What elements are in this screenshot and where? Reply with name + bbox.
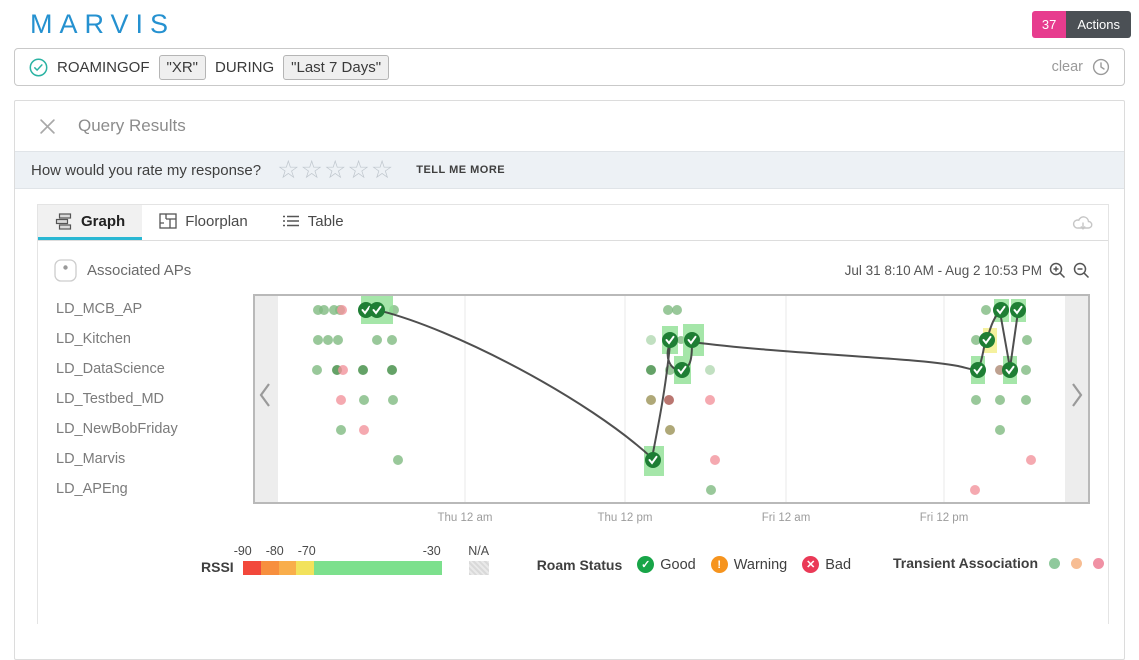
rating-row: How would you rate my response? ☆ ☆ ☆ ☆ ☆ TE… (15, 151, 1124, 189)
roam-status-bad-icon: ✕ (802, 556, 820, 573)
rssi-bar-segment (260, 561, 279, 575)
tab-floorplan-label: Floorplan (185, 212, 248, 230)
transient-association-dot (1049, 557, 1060, 569)
tab-graph-label: Graph (81, 212, 126, 230)
transient-association-label: Transient Association (893, 555, 1038, 571)
roam-status-item-label: Good (660, 556, 696, 573)
pan-right-chevron[interactable] (1066, 372, 1088, 418)
roam-status-good-icon: ✓ (637, 556, 655, 573)
ap-axis-label: LD_Testbed_MD (56, 391, 164, 407)
tab-strip: Graph Floorplan Table (38, 205, 1108, 241)
time-range-label: Jul 31 8:10 AM - Aug 2 10:53 PM (844, 263, 1042, 278)
rssi-tick-label: -70 (297, 544, 316, 558)
rssi-na-label: N/A (468, 544, 490, 558)
roam-status-warning-icon: ! (710, 556, 728, 573)
ap-axis-label: LD_DataScience (56, 361, 165, 377)
time-tick-label: Fri 12 pm (919, 512, 969, 524)
ap-axis-label: LD_Marvis (56, 451, 126, 467)
history-clock-icon[interactable] (1092, 58, 1110, 76)
clear-query-button[interactable]: clear (1051, 59, 1083, 75)
zoom-out-icon[interactable] (1073, 262, 1090, 279)
query-keyword: ROAMINGOF (57, 58, 150, 76)
query-valid-icon (29, 58, 48, 77)
tab-table-label: Table (307, 212, 344, 230)
query-connector: DURING (215, 58, 275, 76)
app-logo[interactable]: MARVIS (30, 8, 176, 39)
rssi-gradient-bar (242, 561, 442, 575)
star-icon[interactable]: ☆ (323, 155, 348, 184)
rssi-bar-segment (313, 561, 442, 575)
roam-chart[interactable] (253, 294, 1090, 504)
time-tick-label: Fri 12 am (761, 512, 811, 524)
tab-floorplan[interactable]: Floorplan (142, 205, 265, 240)
roam-status-item-label: Warning (733, 556, 788, 573)
ap-axis-label: LD_MCB_AP (56, 301, 143, 317)
rssi-legend: RSSI -90 -80 -70 -30 N/A (201, 544, 489, 575)
roam-status-legend: Roam Status ✓ Good! Warning ✕ Bad (537, 556, 851, 573)
time-tick-label: Thu 12 am (437, 512, 493, 524)
tell-me-more-link[interactable]: TELL ME MORE (416, 164, 506, 176)
roam-status-warning: ! Warning (710, 556, 788, 573)
ap-axis-label: LD_NewBobFriday (56, 421, 178, 437)
roam-status-bad: ✕ Bad (802, 556, 851, 573)
rssi-na-swatch (468, 561, 489, 575)
floorplan-icon (159, 213, 177, 229)
chart-header: Associated APs Jul 31 8:10 AM - Aug 2 10… (54, 259, 1090, 282)
transient-association-legend: Transient Association (893, 555, 1104, 571)
ap-axis-label: LD_Kitchen (56, 331, 131, 347)
roam-status-item-label: Bad (825, 556, 852, 573)
time-axis: Thu 12 am Thu 12 pm Fri 12 am Fri 12 pm (38, 504, 1108, 528)
transient-association-dot (1093, 557, 1104, 569)
pan-left-chevron[interactable] (254, 372, 276, 418)
time-tick-label: Thu 12 pm (597, 512, 653, 524)
roam-status-good: ✓ Good (637, 556, 696, 573)
query-bar[interactable]: ROAMINGOF "XR" DURING "Last 7 Days" clea… (14, 48, 1125, 86)
app-header: MARVIS 37 Actions (0, 0, 1139, 44)
actions-button[interactable]: 37 Actions (1031, 10, 1131, 38)
actions-count-badge: 37 (1031, 10, 1067, 38)
rssi-tick-label: -90 (233, 544, 252, 558)
access-point-icon (54, 259, 77, 282)
associated-aps-label: Associated APs (87, 262, 192, 279)
legend-row: RSSI -90 -80 -70 -30 N/A Roam Status ✓ Good!… (201, 544, 1108, 575)
graph-icon (55, 212, 73, 230)
rssi-label: RSSI (201, 559, 234, 575)
rssi-tick-label: -30 (422, 544, 441, 558)
star-icon[interactable]: ☆ (347, 155, 371, 184)
rating-stars: ☆ ☆ ☆ ☆ ☆ (277, 155, 395, 184)
ap-axis-label: LD_APEng (56, 481, 128, 497)
rssi-bar-segment (278, 561, 296, 575)
results-header: Query Results (15, 101, 1124, 151)
roam-status-label: Roam Status (536, 556, 623, 573)
zoom-in-icon[interactable] (1049, 262, 1066, 279)
tab-graph[interactable]: Graph (38, 205, 143, 240)
rssi-bar-segment (295, 561, 314, 575)
chart-area: LD_MCB_AP LD_Kitchen LD_DataScience LD_Test… (38, 294, 1108, 504)
results-title: Query Results (78, 116, 186, 135)
rssi-tick-label: -80 (265, 544, 284, 558)
query-token-range[interactable]: "Last 7 Days" (283, 54, 390, 80)
transient-association-dot (1071, 557, 1082, 569)
rating-prompt: How would you rate my response? (31, 161, 262, 179)
query-results-panel: Query Results How would you rate my resp… (14, 100, 1125, 660)
table-icon (282, 214, 300, 228)
tab-table[interactable]: Table (265, 205, 361, 240)
star-icon[interactable]: ☆ (277, 155, 301, 184)
rssi-bar-segment (242, 561, 261, 575)
star-icon[interactable]: ☆ (370, 155, 395, 184)
query-token-client[interactable]: "XR" (158, 54, 206, 80)
associated-aps: Associated APs (54, 259, 191, 282)
star-icon[interactable]: ☆ (300, 155, 324, 184)
actions-button-label: Actions (1066, 10, 1131, 38)
download-cloud-icon[interactable] (1058, 205, 1108, 240)
close-results-icon[interactable] (39, 118, 56, 135)
results-content-box: Graph Floorplan Table (37, 204, 1109, 624)
